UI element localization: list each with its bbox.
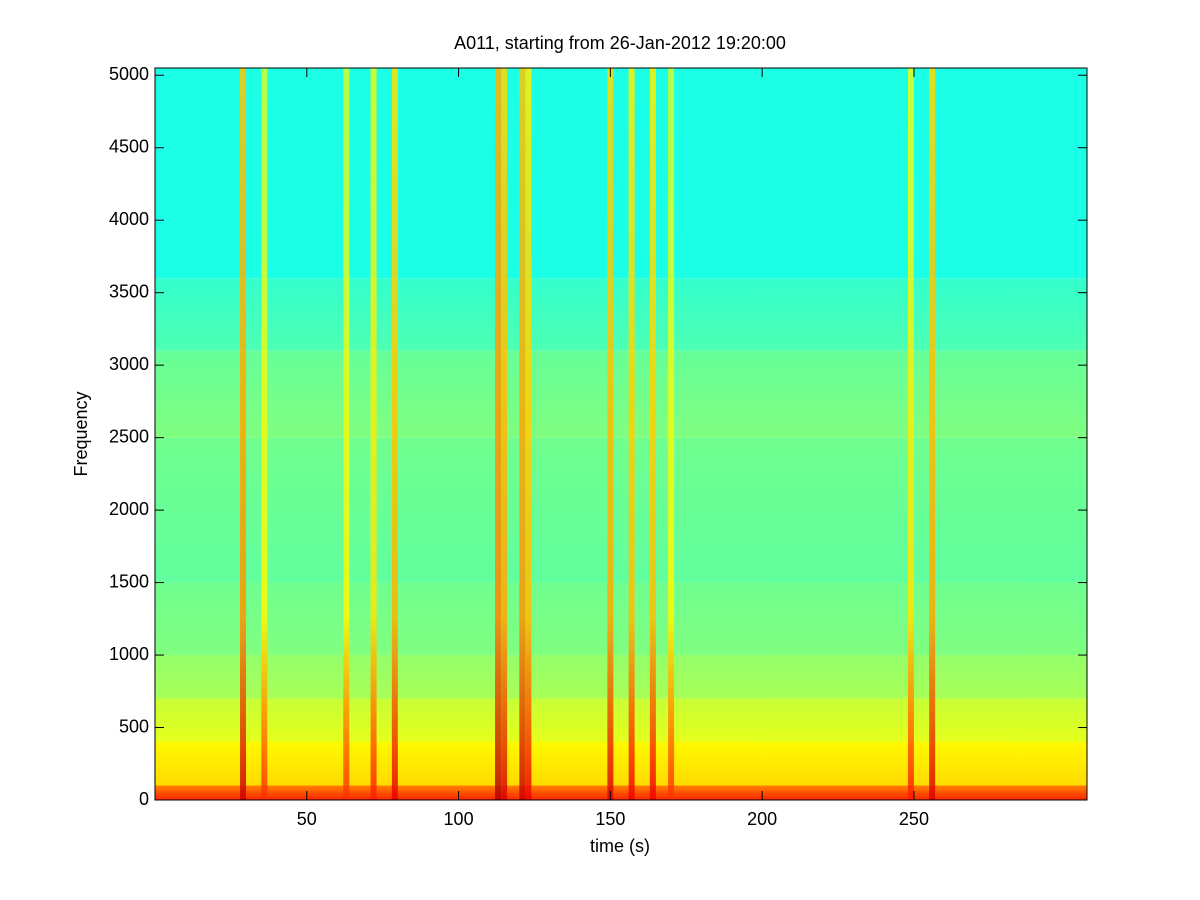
y-tick-label: 4000: [109, 209, 149, 229]
y-tick-label: 2500: [109, 426, 149, 446]
spectrum-band: [155, 785, 1087, 800]
burst: [343, 68, 350, 800]
y-tick-label: 1500: [109, 571, 149, 591]
spectrum-band: [155, 350, 1087, 438]
burst: [668, 68, 675, 800]
spectrum-band: [155, 68, 1087, 279]
spectrum-band: [155, 582, 1087, 656]
y-tick-label: 3500: [109, 281, 149, 301]
burst: [525, 68, 532, 800]
x-tick-label: 250: [899, 809, 929, 829]
burst: [495, 68, 502, 800]
burst: [628, 68, 635, 800]
plot-frame: [154, 67, 1088, 801]
x-axis-label: time (s): [590, 836, 650, 856]
burst: [607, 68, 614, 800]
burst: [261, 68, 268, 800]
x-tick-label: 100: [444, 809, 474, 829]
y-tick-label: 4500: [109, 136, 149, 156]
burst: [391, 68, 398, 800]
y-tick-label: 500: [119, 716, 149, 736]
y-tick-label: 5000: [109, 64, 149, 84]
y-tick-label: 1000: [109, 644, 149, 664]
chart-title: A011, starting from 26-Jan-2012 19:20:00: [454, 33, 786, 53]
spectrum-band: [155, 655, 1087, 699]
burst: [929, 68, 936, 800]
x-tick-label: 200: [747, 809, 777, 829]
burst: [519, 68, 526, 800]
spectrum-band: [155, 698, 1087, 743]
y-tick-label: 3000: [109, 354, 149, 374]
burst: [240, 68, 247, 800]
spectrum-band: [155, 437, 1087, 583]
y-tick-label: 2000: [109, 499, 149, 519]
spectrum-band: [155, 742, 1087, 786]
y-axis-label: Frequency: [71, 391, 91, 476]
spectrum-band: [155, 278, 1087, 351]
plot-area: [155, 68, 1087, 800]
burst: [501, 68, 508, 800]
burst: [370, 68, 377, 800]
burst: [907, 68, 914, 800]
y-tick-label: 0: [139, 789, 149, 809]
burst: [649, 68, 656, 800]
x-tick-label: 50: [297, 809, 317, 829]
x-tick-label: 150: [595, 809, 625, 829]
